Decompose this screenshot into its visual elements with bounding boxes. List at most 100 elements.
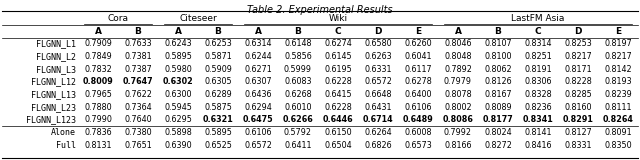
Text: 0.8089: 0.8089	[484, 103, 512, 112]
Text: 0.8177: 0.8177	[483, 115, 513, 124]
Text: 0.6041: 0.6041	[404, 52, 432, 61]
Text: 0.8141: 0.8141	[524, 128, 552, 137]
Text: 0.7647: 0.7647	[123, 77, 154, 86]
Text: 0.6321: 0.6321	[203, 115, 234, 124]
Text: B: B	[134, 27, 141, 36]
Text: 0.6525: 0.6525	[204, 141, 232, 150]
Text: B: B	[495, 27, 501, 36]
Text: Table 2. Experimental Results: Table 2. Experimental Results	[247, 5, 393, 15]
Text: E: E	[415, 27, 421, 36]
Text: 0.8314: 0.8314	[524, 39, 552, 48]
Text: 0.6289: 0.6289	[204, 90, 232, 99]
Text: 0.5980: 0.5980	[164, 65, 192, 74]
Text: 0.6307: 0.6307	[244, 77, 272, 86]
Text: 0.6264: 0.6264	[364, 128, 392, 137]
Text: 0.5871: 0.5871	[204, 52, 232, 61]
Text: 0.8236: 0.8236	[524, 103, 552, 112]
Text: 0.6260: 0.6260	[404, 39, 432, 48]
Text: 0.7622: 0.7622	[124, 90, 152, 99]
Text: 0.7387: 0.7387	[124, 65, 152, 74]
Text: 0.8046: 0.8046	[444, 39, 472, 48]
Text: 0.8193: 0.8193	[604, 77, 632, 86]
Text: 0.7892: 0.7892	[444, 65, 472, 74]
Text: 0.6573: 0.6573	[404, 141, 432, 150]
Text: 0.7990: 0.7990	[84, 115, 112, 124]
Text: 0.8217: 0.8217	[564, 52, 592, 61]
Text: 0.8024: 0.8024	[484, 128, 512, 137]
Text: A: A	[454, 27, 461, 36]
Text: 0.6266: 0.6266	[283, 115, 314, 124]
Text: 0.7880: 0.7880	[84, 103, 112, 112]
Text: FLGNN_L23: FLGNN_L23	[31, 103, 76, 112]
Text: 0.5898: 0.5898	[164, 128, 192, 137]
Text: 0.6083: 0.6083	[284, 77, 312, 86]
Text: 0.6305: 0.6305	[204, 77, 232, 86]
Text: 0.6263: 0.6263	[364, 52, 392, 61]
Text: 0.6271: 0.6271	[244, 65, 272, 74]
Text: 0.8127: 0.8127	[564, 128, 592, 137]
Text: D: D	[374, 27, 381, 36]
Text: 0.8228: 0.8228	[564, 77, 592, 86]
Text: 0.7836: 0.7836	[84, 128, 112, 137]
Text: 0.7380: 0.7380	[124, 128, 152, 137]
Text: 0.7633: 0.7633	[124, 39, 152, 48]
Text: 0.6295: 0.6295	[164, 115, 192, 124]
Text: 0.6489: 0.6489	[403, 115, 433, 124]
Text: Alone: Alone	[51, 128, 76, 137]
Text: 0.8009: 0.8009	[83, 77, 113, 86]
Text: 0.6228: 0.6228	[324, 103, 352, 112]
Text: 0.6117: 0.6117	[404, 65, 432, 74]
Text: A: A	[95, 27, 102, 36]
Text: 0.6008: 0.6008	[404, 128, 432, 137]
Text: 0.6274: 0.6274	[324, 39, 352, 48]
Text: 0.8264: 0.8264	[603, 115, 634, 124]
Text: Full: Full	[56, 141, 76, 150]
Text: 0.6278: 0.6278	[404, 77, 432, 86]
Text: 0.6648: 0.6648	[364, 90, 392, 99]
Text: 0.7909: 0.7909	[84, 39, 112, 48]
Text: FLGNN_L12: FLGNN_L12	[31, 77, 76, 86]
Text: 0.8091: 0.8091	[604, 128, 632, 137]
Text: 0.8160: 0.8160	[564, 103, 592, 112]
Text: 0.8285: 0.8285	[564, 90, 592, 99]
Text: B: B	[294, 27, 301, 36]
Text: 0.5875: 0.5875	[204, 103, 232, 112]
Text: 0.8062: 0.8062	[484, 65, 512, 74]
Text: 0.7381: 0.7381	[124, 52, 152, 61]
Text: 0.5909: 0.5909	[204, 65, 232, 74]
Text: 0.6415: 0.6415	[324, 90, 352, 99]
Text: 0.6228: 0.6228	[324, 77, 352, 86]
Text: 0.8251: 0.8251	[524, 52, 552, 61]
Text: Cora: Cora	[108, 14, 129, 23]
Text: 0.5792: 0.5792	[284, 128, 312, 137]
Text: 0.6475: 0.6475	[243, 115, 273, 124]
Text: FLGNN_L2: FLGNN_L2	[36, 52, 76, 61]
Text: 0.8107: 0.8107	[484, 39, 512, 48]
Text: A: A	[175, 27, 182, 36]
Text: 0.7832: 0.7832	[84, 65, 112, 74]
Text: 0.8306: 0.8306	[524, 77, 552, 86]
Text: LastFM Asia: LastFM Asia	[511, 14, 564, 23]
Text: 0.6572: 0.6572	[364, 77, 392, 86]
Text: 0.6195: 0.6195	[324, 65, 352, 74]
Text: 0.8126: 0.8126	[484, 77, 512, 86]
Text: 0.6268: 0.6268	[284, 90, 312, 99]
Text: 0.8291: 0.8291	[563, 115, 593, 124]
Text: C: C	[335, 27, 341, 36]
Text: 0.8350: 0.8350	[604, 141, 632, 150]
Text: 0.6431: 0.6431	[364, 103, 392, 112]
Text: 0.6294: 0.6294	[244, 103, 272, 112]
Text: 0.6253: 0.6253	[204, 39, 232, 48]
Text: 0.6580: 0.6580	[364, 39, 392, 48]
Text: 0.8131: 0.8131	[84, 141, 112, 150]
Text: 0.6302: 0.6302	[163, 77, 193, 86]
Text: 0.8328: 0.8328	[524, 90, 552, 99]
Text: 0.8253: 0.8253	[564, 39, 592, 48]
Text: 0.6331: 0.6331	[364, 65, 392, 74]
Text: 0.6145: 0.6145	[324, 52, 352, 61]
Text: 0.7992: 0.7992	[444, 128, 472, 137]
Text: E: E	[615, 27, 621, 36]
Text: 0.6150: 0.6150	[324, 128, 352, 137]
Text: FLGNN_L3: FLGNN_L3	[36, 65, 76, 74]
Text: 0.8002: 0.8002	[444, 103, 472, 112]
